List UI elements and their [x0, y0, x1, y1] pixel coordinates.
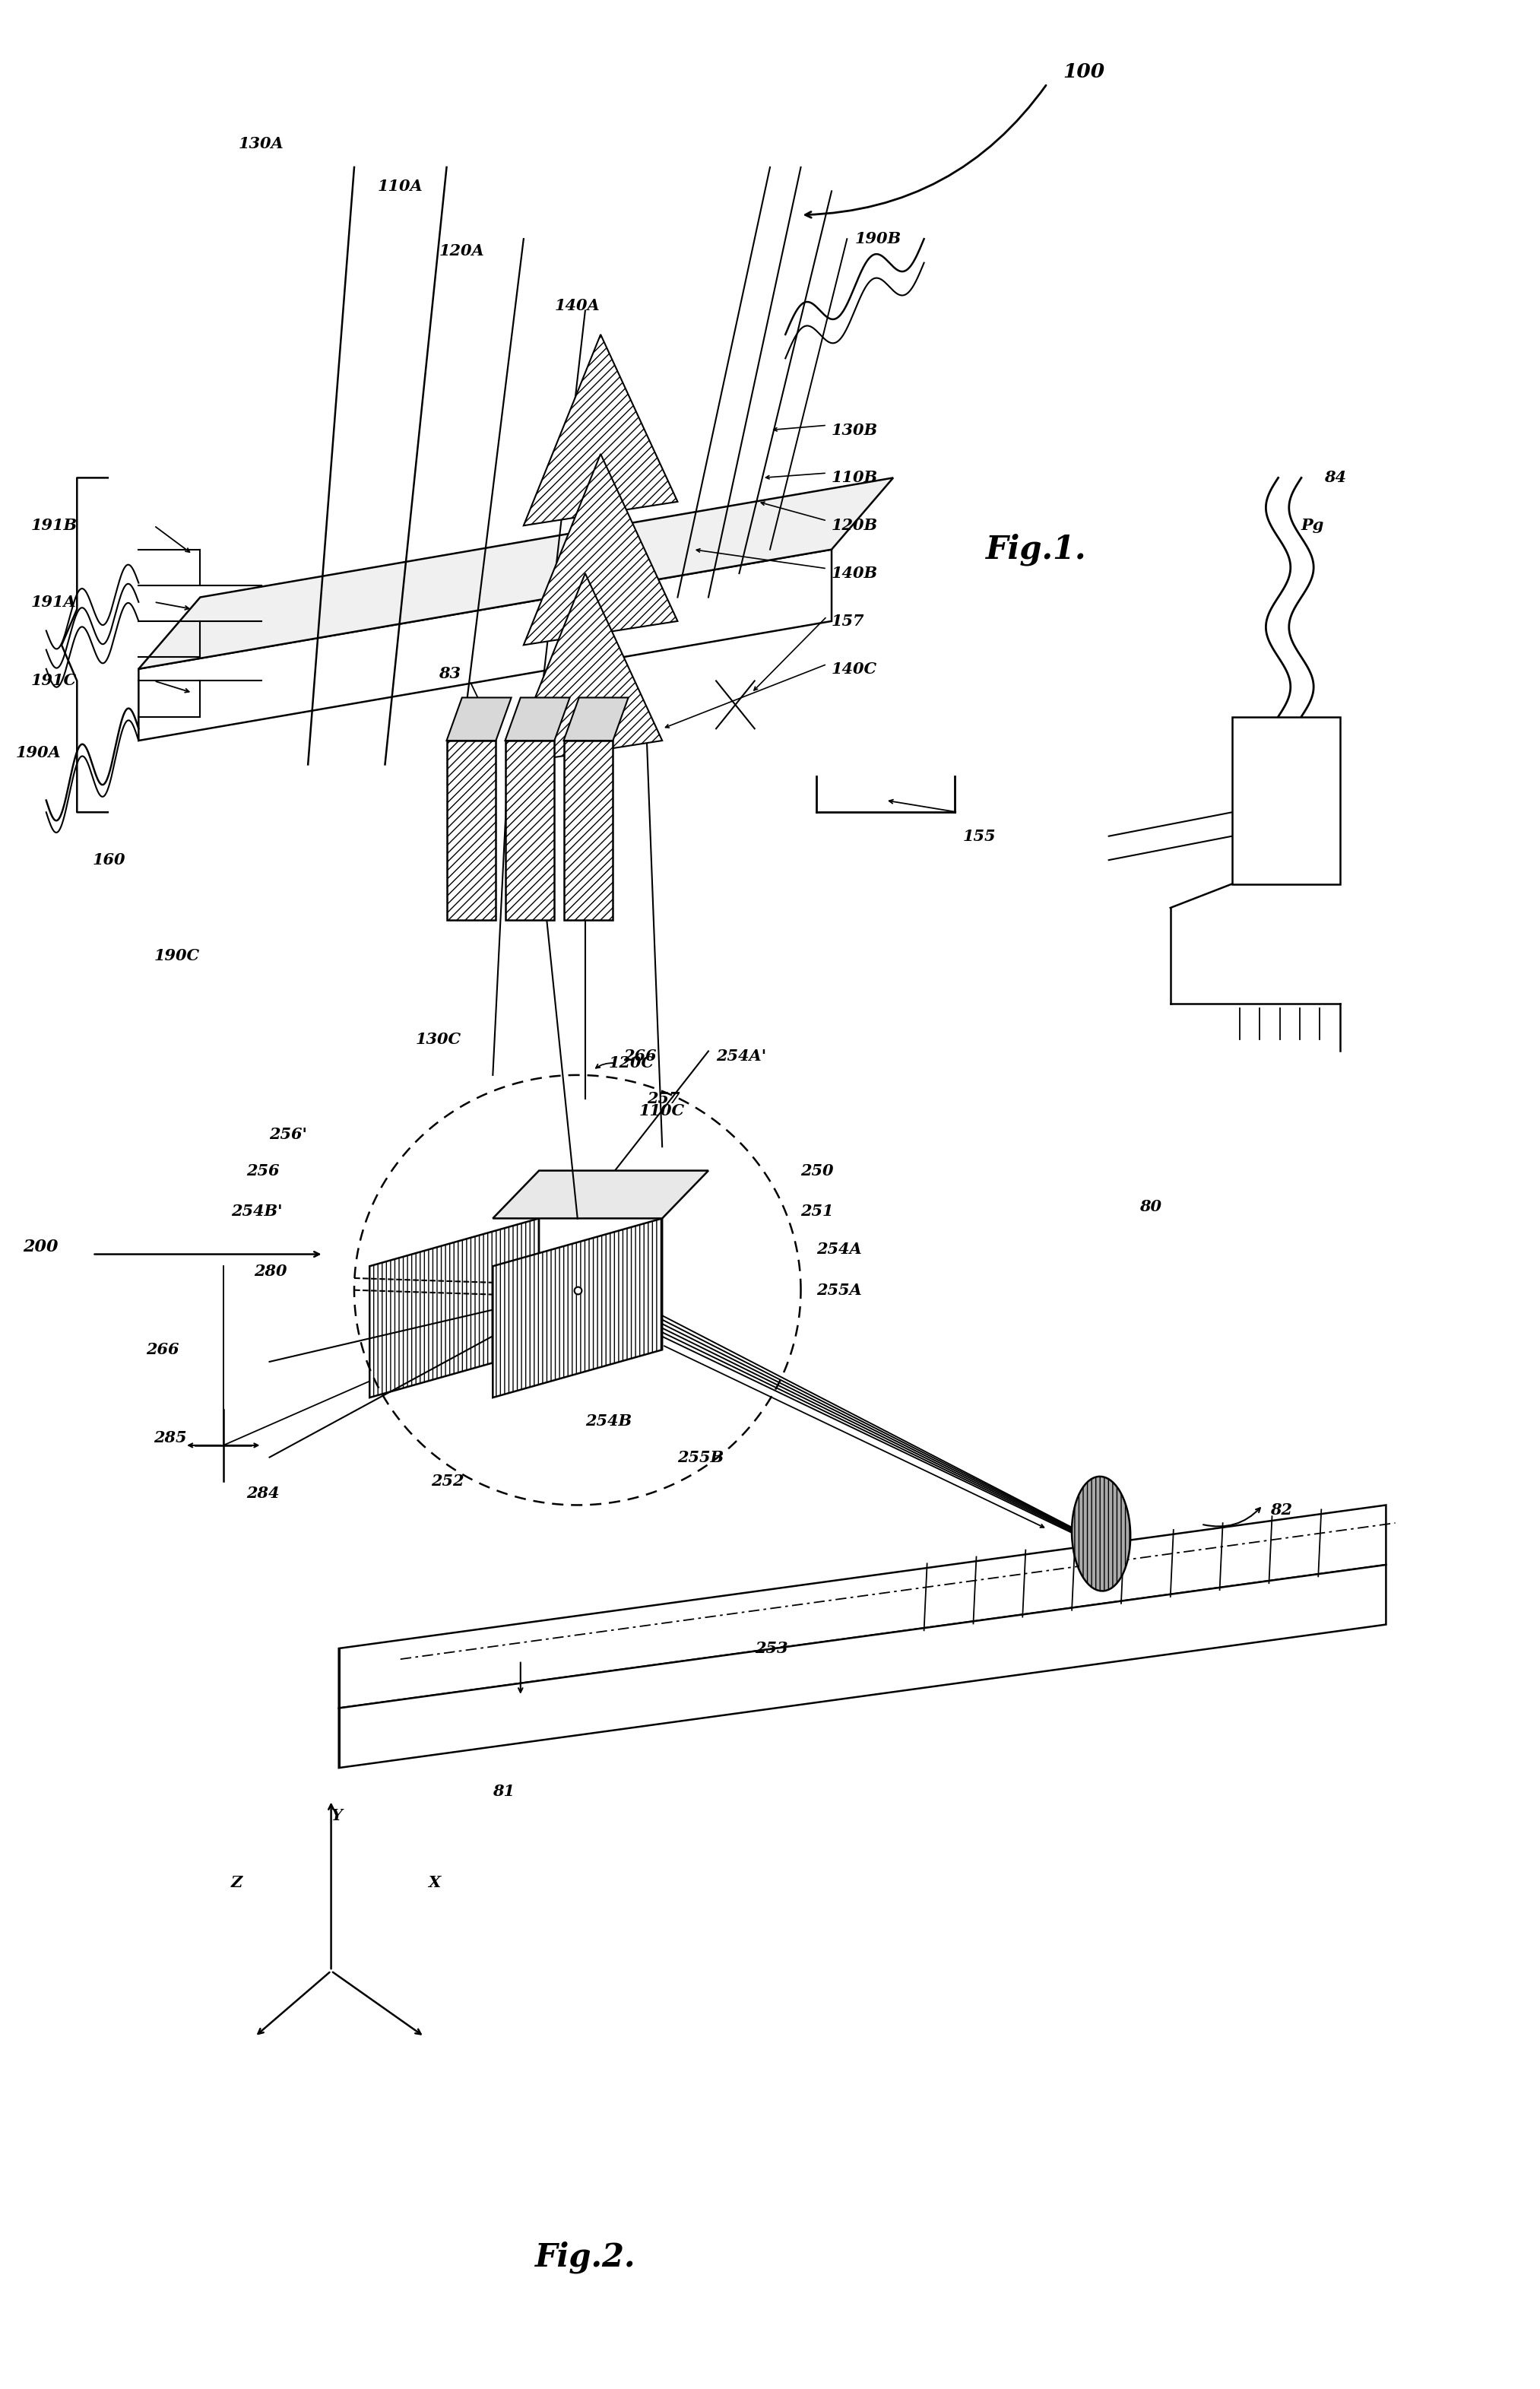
Text: 83: 83	[439, 667, 460, 681]
Text: 257: 257	[647, 1092, 679, 1106]
Text: 190B: 190B	[855, 232, 901, 246]
Text: Y: Y	[331, 1808, 342, 1823]
Polygon shape	[339, 1505, 1386, 1708]
Text: 255B: 255B	[678, 1450, 724, 1464]
Text: Pg: Pg	[1301, 518, 1324, 533]
Text: 80: 80	[1140, 1199, 1161, 1214]
Text: X: X	[428, 1875, 440, 1890]
Polygon shape	[139, 549, 832, 741]
Text: 254B': 254B'	[231, 1204, 282, 1218]
Polygon shape	[524, 454, 678, 645]
Text: Pif: Pif	[462, 710, 487, 724]
Text: 157: 157	[832, 614, 864, 628]
Text: 254B: 254B	[585, 1414, 631, 1429]
Text: 130A: 130A	[239, 136, 283, 151]
Text: 280: 280	[254, 1264, 286, 1278]
Text: 130B: 130B	[832, 423, 878, 437]
Text: 250: 250	[801, 1163, 833, 1178]
Text: 140B: 140B	[832, 566, 878, 581]
Text: 284: 284	[246, 1486, 279, 1500]
Text: 254A: 254A	[816, 1242, 861, 1257]
Text: 84: 84	[1324, 471, 1346, 485]
Text: 256': 256'	[270, 1128, 308, 1142]
Text: 285: 285	[154, 1431, 186, 1445]
Polygon shape	[524, 334, 678, 526]
Text: 110C: 110C	[639, 1104, 685, 1118]
Text: 200: 200	[23, 1238, 59, 1257]
Text: 110A: 110A	[377, 179, 422, 194]
Polygon shape	[564, 741, 613, 920]
Text: 251: 251	[801, 1204, 833, 1218]
Text: 120A: 120A	[439, 244, 484, 258]
Polygon shape	[339, 1565, 1386, 1768]
Text: 191C: 191C	[31, 674, 77, 688]
Text: 190A: 190A	[15, 745, 60, 760]
Text: 191A: 191A	[31, 595, 75, 609]
Text: 100: 100	[1063, 62, 1104, 81]
Polygon shape	[564, 698, 628, 741]
Text: 255A: 255A	[816, 1283, 861, 1297]
Text: 130C: 130C	[416, 1032, 462, 1046]
Text: 120C: 120C	[608, 1056, 654, 1070]
Text: 266: 266	[624, 1049, 656, 1063]
Text: 254A': 254A'	[716, 1049, 767, 1063]
Text: 120B: 120B	[832, 518, 878, 533]
Text: 191B: 191B	[31, 518, 77, 533]
Text: 81: 81	[493, 1785, 514, 1799]
Text: 256: 256	[246, 1163, 279, 1178]
Text: 140A: 140A	[554, 299, 599, 313]
Polygon shape	[447, 698, 511, 741]
Ellipse shape	[1072, 1476, 1130, 1591]
Text: 252: 252	[431, 1474, 464, 1488]
Polygon shape	[139, 478, 893, 669]
Text: Fig.2.: Fig.2.	[534, 2241, 636, 2274]
Polygon shape	[1232, 717, 1340, 884]
Polygon shape	[493, 1171, 708, 1218]
Text: Z: Z	[231, 1875, 243, 1890]
Text: 266: 266	[146, 1343, 179, 1357]
Polygon shape	[447, 741, 496, 920]
Text: 253: 253	[755, 1641, 787, 1656]
Text: 155: 155	[962, 829, 995, 843]
Text: 82: 82	[1270, 1503, 1292, 1517]
Text: Fig.1.: Fig.1.	[986, 533, 1086, 566]
Polygon shape	[370, 1218, 539, 1398]
Text: 160: 160	[92, 853, 125, 867]
Polygon shape	[505, 698, 570, 741]
Polygon shape	[508, 573, 662, 764]
Text: 110B: 110B	[832, 471, 878, 485]
Polygon shape	[505, 741, 554, 920]
Text: 190C: 190C	[154, 948, 200, 963]
Text: 140C: 140C	[832, 662, 878, 676]
Polygon shape	[493, 1218, 662, 1398]
